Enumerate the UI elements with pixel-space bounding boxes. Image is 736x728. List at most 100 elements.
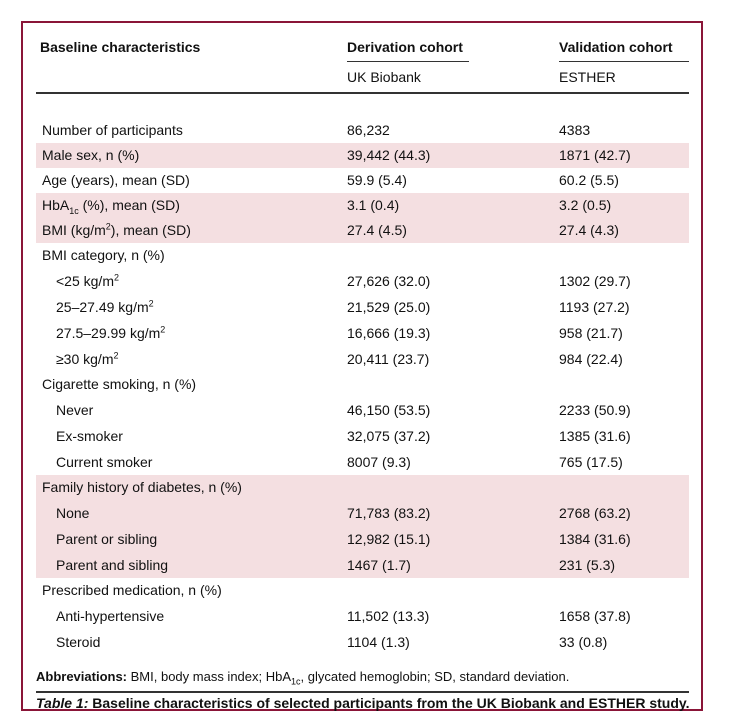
derivation-value: 3.1 (0.4) (347, 197, 400, 213)
table-frame: Baseline characteristics Derivation coho… (21, 21, 703, 711)
table-row: Age (years), mean (SD) 59.9 (5.4) 60.2 (5.… (36, 168, 689, 193)
derivation-value: 21,529 (25.0) (347, 299, 431, 315)
derivation-value: 1104 (1.3) (347, 634, 410, 650)
derivation-value: 27.4 (4.5) (347, 222, 407, 238)
derivation-value: 46,150 (53.5) (347, 402, 431, 418)
row-label-superscript: 2 (148, 298, 154, 309)
derivation-value: 59.9 (5.4) (347, 172, 407, 188)
table-row: 27.5–29.99 kg/m2 16,666 (19.3) 958 (21.7) (36, 320, 689, 346)
abbreviations-text-sub: 1c (291, 676, 301, 687)
row-label: Prescribed medication, n (%) (42, 582, 222, 598)
derivation-value: 39,442 (44.3) (347, 147, 431, 163)
row-label: 27.5–29.99 kg/m2 (56, 325, 165, 341)
row-label: Number of participants (42, 122, 183, 138)
abbreviations-label: Abbreviations: (36, 669, 128, 684)
table-row: ≥30 kg/m2 20,411 (23.7) 984 (22.4) (36, 346, 689, 372)
table-caption: Table 1: Baseline characteristics of sel… (36, 695, 690, 711)
validation-value: 1871 (42.7) (559, 147, 631, 163)
row-label: Ex-smoker (56, 428, 123, 444)
row-label-superscript: 2 (113, 350, 119, 361)
row-label-text: 27.5–29.99 kg/m (56, 325, 161, 341)
validation-value: 2768 (63.2) (559, 505, 631, 521)
table-row: 25–27.49 kg/m2 21,529 (25.0) 1193 (27.2) (36, 294, 689, 320)
validation-value: 231 (5.3) (559, 557, 616, 573)
row-label: HbA1c (%), mean (SD) (42, 197, 180, 216)
row-label-subscript: 1c (69, 205, 79, 216)
header-validation-cohort: Validation cohort (559, 39, 673, 55)
derivation-value: 86,232 (347, 122, 390, 138)
abbreviations-text-post: , glycated hemoglobin; SD, standard devi… (300, 669, 570, 684)
table-row: Number of participants 86,232 4383 (36, 118, 689, 143)
validation-source: ESTHER (559, 69, 616, 85)
derivation-value: 27,626 (32.0) (347, 273, 431, 289)
table-row: Parent or sibling 12,982 (15.1) 1384 (31.6… (36, 526, 689, 552)
row-label: Never (56, 402, 94, 418)
row-label: Cigarette smoking, n (%) (42, 376, 197, 392)
row-label-text: <25 kg/m (56, 273, 114, 289)
derivation-value: 8007 (9.3) (347, 454, 411, 470)
table-row: Ex-smoker 32,075 (37.2) 1385 (31.6) (36, 423, 689, 449)
row-label-superscript: 2 (160, 324, 166, 335)
validation-value: 1658 (37.8) (559, 608, 631, 624)
row-label: None (56, 505, 90, 521)
row-label: Male sex, n (%) (42, 147, 140, 163)
table-row: Anti-hypertensive 11,502 (13.3) 1658 (37.8… (36, 603, 689, 629)
validation-value: 1384 (31.6) (559, 531, 631, 547)
table-row: HbA1c (%), mean (SD) 3.1 (0.4) 3.2 (0.5) (36, 193, 689, 218)
derivation-value: 32,075 (37.2) (347, 428, 431, 444)
row-label: Parent and sibling (56, 557, 169, 573)
validation-value: 1193 (27.2) (559, 299, 630, 315)
abbreviations-text-pre: BMI, body mass index; HbA (127, 669, 292, 684)
derivation-value: 16,666 (19.3) (347, 325, 431, 341)
row-label: Family history of diabetes, n (%) (42, 479, 242, 495)
validation-value: 3.2 (0.5) (559, 197, 612, 213)
abbreviations-note: Abbreviations: BMI, body mass index; HbA… (36, 669, 570, 687)
validation-value: 2233 (50.9) (559, 402, 631, 418)
table-row: <25 kg/m2 27,626 (32.0) 1302 (29.7) (36, 268, 689, 294)
table-row: Male sex, n (%) 39,442 (44.3) 1871 (42.7) (36, 143, 689, 168)
table-row: Parent and sibling 1467 (1.7) 231 (5.3) (36, 552, 689, 578)
row-label: BMI (kg/m2), mean (SD) (42, 222, 191, 238)
header-derivation-cohort: Derivation cohort (347, 39, 463, 55)
table-row: None 71,783 (83.2) 2768 (63.2) (36, 500, 689, 526)
validation-value: 1302 (29.7) (559, 273, 631, 289)
table-row: Prescribed medication, n (%) (36, 578, 689, 603)
row-label-text: ≥30 kg/m (56, 351, 114, 367)
derivation-source: UK Biobank (347, 69, 421, 85)
row-label: Steroid (56, 634, 101, 650)
header-rule (36, 92, 689, 94)
row-label-text: HbA (42, 197, 70, 213)
table-row: Family history of diabetes, n (%) (36, 475, 689, 500)
row-label-superscript: 2 (113, 272, 119, 283)
caption-text: Baseline characteristics of selected par… (88, 695, 690, 711)
table-row: Steroid 1104 (1.3) 33 (0.8) (36, 629, 689, 655)
validation-value: 33 (0.8) (559, 634, 608, 650)
derivation-value: 12,982 (15.1) (347, 531, 431, 547)
baseline-table: Number of participants 86,232 4383 Male sex… (36, 118, 689, 655)
table-row: Cigarette smoking, n (%) (36, 372, 689, 397)
validation-value: 765 (17.5) (559, 454, 623, 470)
table-row: Current smoker 8007 (9.3) 765 (17.5) (36, 449, 689, 475)
row-label-text: ), mean (SD) (110, 222, 191, 238)
row-label: 25–27.49 kg/m2 (56, 299, 154, 315)
row-label-text: (%), mean (SD) (78, 197, 180, 213)
table-row: BMI (kg/m2), mean (SD) 27.4 (4.5) 27.4 (4.… (36, 218, 689, 243)
row-label: Anti-hypertensive (56, 608, 165, 624)
derivation-value: 11,502 (13.3) (347, 608, 430, 624)
header-baseline-characteristics: Baseline characteristics (40, 39, 201, 55)
row-label: Age (years), mean (SD) (42, 172, 190, 188)
caption-prefix: Table 1: (36, 695, 89, 711)
table-row: BMI category, n (%) (36, 243, 689, 268)
validation-value: 27.4 (4.3) (559, 222, 619, 238)
validation-value: 1385 (31.6) (559, 428, 631, 444)
row-label: BMI category, n (%) (42, 247, 165, 263)
derivation-value: 1467 (1.7) (347, 557, 411, 573)
validation-underline (559, 61, 689, 62)
row-label: <25 kg/m2 (56, 273, 119, 289)
caption-rule (36, 691, 689, 693)
table-row: Never 46,150 (53.5) 2233 (50.9) (36, 397, 689, 423)
validation-value: 958 (21.7) (559, 325, 623, 341)
validation-value: 4383 (559, 122, 591, 138)
row-label: Parent or sibling (56, 531, 158, 547)
validation-value: 60.2 (5.5) (559, 172, 619, 188)
